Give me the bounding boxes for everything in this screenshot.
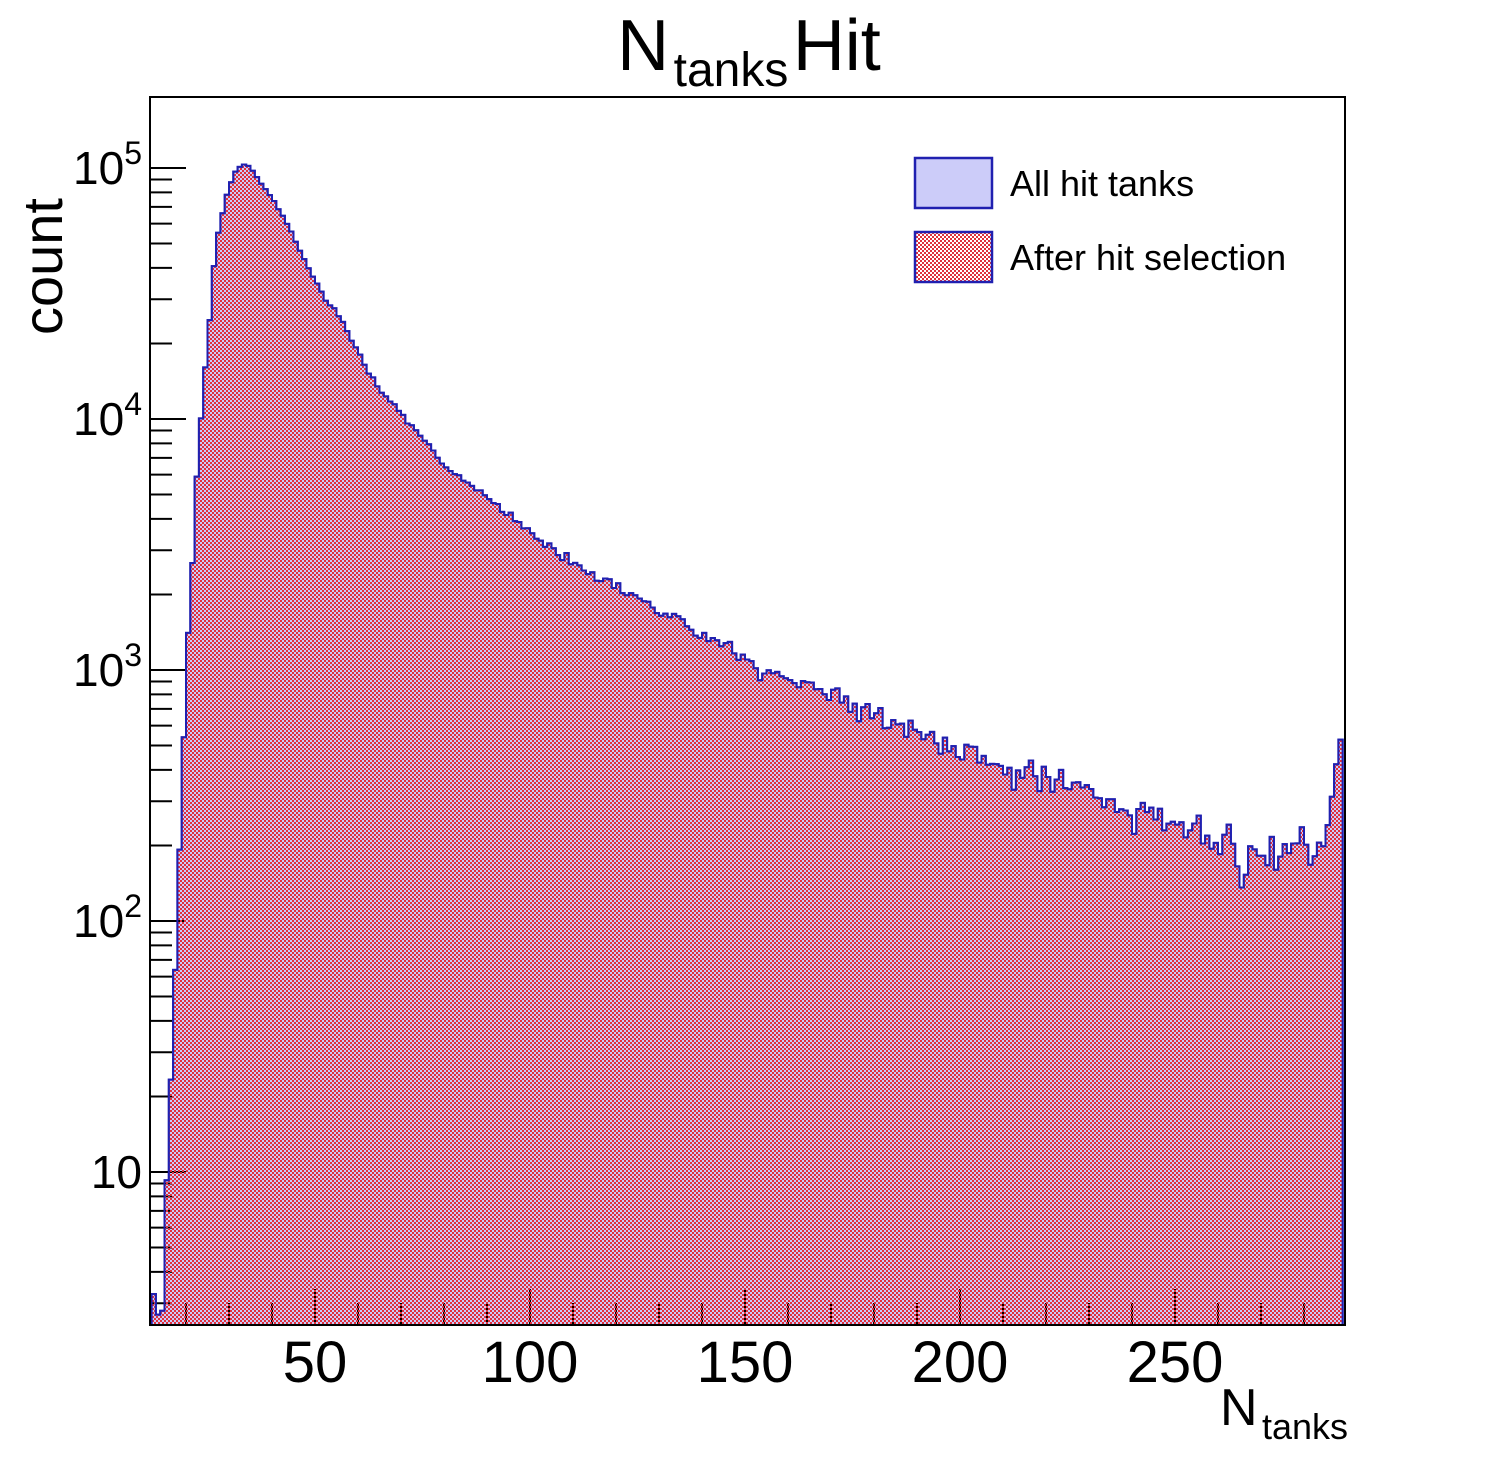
y-tick-label: 102 bbox=[73, 888, 142, 947]
y-tick-label: 103 bbox=[73, 637, 142, 696]
x-tick-label: 250 bbox=[1127, 1330, 1224, 1395]
x-axis-title: N tanks bbox=[1220, 1379, 1348, 1447]
series-after-hit-selection bbox=[150, 163, 1344, 1326]
legend-swatch-after-hit-selection bbox=[913, 230, 994, 284]
y-tick-label: 10 bbox=[91, 1146, 142, 1198]
histogram-after-hit-selection bbox=[150, 163, 1344, 1326]
plot-frame bbox=[149, 96, 1346, 1326]
x-tick-label: 200 bbox=[912, 1330, 1009, 1395]
legend-swatch-all-hit-tanks bbox=[915, 158, 992, 208]
x-tick-label: 100 bbox=[482, 1330, 579, 1395]
y-axis-title: count bbox=[11, 198, 74, 335]
legend-label-all-hit-tanks: All hit tanks bbox=[1010, 163, 1194, 204]
legend: All hit tanks After hit selection bbox=[913, 156, 1286, 284]
chart-title-main: N bbox=[617, 6, 669, 86]
x-axis-title-main: N bbox=[1220, 1379, 1258, 1437]
x-tick-label: 50 bbox=[283, 1330, 348, 1395]
x-tick-labels: 50 100 150 200 250 bbox=[283, 1330, 1224, 1395]
legend-label-after-hit-selection: After hit selection bbox=[1010, 237, 1286, 278]
chart-title-suffix: Hit bbox=[793, 6, 881, 86]
y-tick-label: 104 bbox=[73, 386, 142, 445]
legend-swatch-all-hit-tanks-border bbox=[913, 156, 994, 210]
y-tick-label: 105 bbox=[73, 135, 142, 194]
chart-title: N tanks Hit bbox=[617, 6, 881, 97]
y-tick-labels: 105 104 103 102 10 bbox=[73, 135, 142, 1198]
x-axis-title-subscript: tanks bbox=[1262, 1406, 1348, 1447]
x-tick-label: 150 bbox=[697, 1330, 794, 1395]
chart-title-subscript: tanks bbox=[674, 44, 789, 97]
